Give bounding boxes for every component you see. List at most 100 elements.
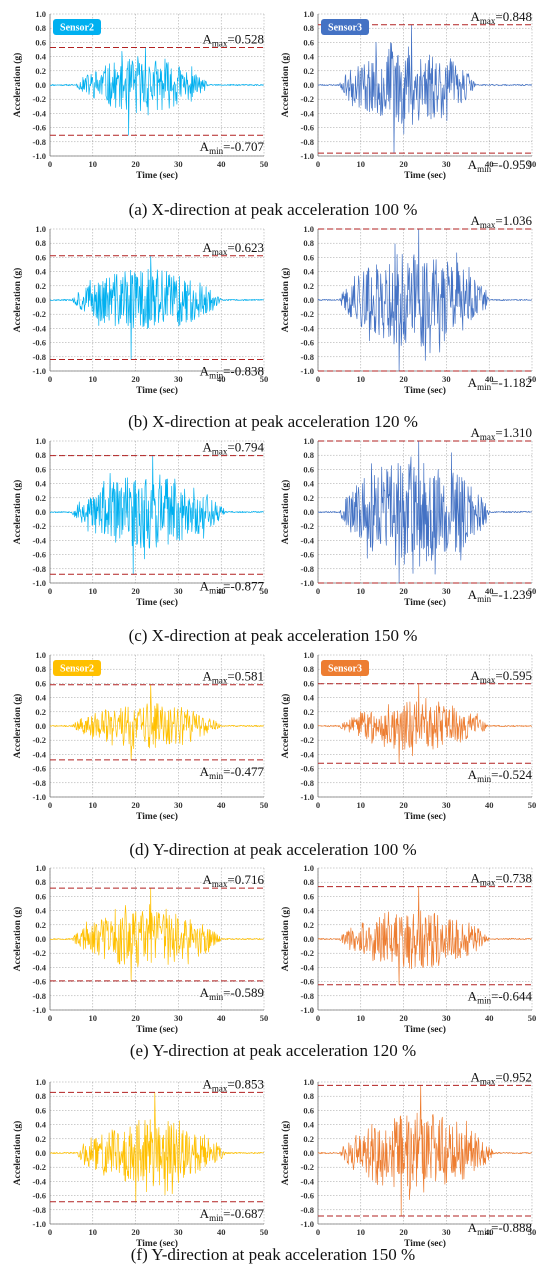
amin-value: =-0.888 bbox=[491, 1220, 532, 1235]
amax-value: =0.581 bbox=[227, 669, 264, 684]
x-tick-label: 0 bbox=[316, 586, 320, 596]
x-tick-label: 30 bbox=[442, 586, 451, 596]
amax-annotation: Amax=0.595 bbox=[471, 668, 532, 685]
y-axis-label: Acceleration (g) bbox=[12, 268, 23, 333]
x-tick-label: 10 bbox=[357, 1227, 366, 1237]
x-tick-label: 10 bbox=[89, 159, 98, 169]
y-tick-label: 0.8 bbox=[303, 23, 314, 33]
x-tick-label: 40 bbox=[485, 374, 494, 384]
y-tick-label: 0.6 bbox=[35, 891, 46, 901]
y-tick-label: 0.8 bbox=[303, 238, 314, 248]
y-tick-label: -0.6 bbox=[33, 550, 46, 560]
y-axis-label: Acceleration (g) bbox=[12, 1121, 23, 1186]
figure-caption-c: (c) X-direction at peak acceleration 150… bbox=[129, 626, 418, 645]
y-tick-label: -0.4 bbox=[301, 323, 315, 333]
y-tick-label: -0.8 bbox=[301, 778, 314, 788]
y-tick-label: 0.2 bbox=[303, 1134, 314, 1144]
x-tick-label: 40 bbox=[485, 586, 494, 596]
x-tick-label: 0 bbox=[316, 1013, 320, 1023]
y-axis-label: Acceleration (g) bbox=[280, 907, 291, 972]
acceleration-series-line bbox=[317, 886, 532, 986]
x-tick-label: 20 bbox=[131, 374, 140, 384]
x-tick-label: 10 bbox=[89, 1013, 98, 1023]
x-tick-label: 40 bbox=[217, 1227, 226, 1237]
y-tick-label: -0.6 bbox=[301, 977, 314, 987]
x-tick-label: 30 bbox=[442, 1013, 451, 1023]
y-tick-label: -0.4 bbox=[33, 749, 47, 759]
amin-annotation: Amin=-1.239 bbox=[468, 587, 532, 604]
y-tick-label: -0.2 bbox=[33, 94, 46, 104]
x-tick-label: 0 bbox=[48, 586, 52, 596]
amin-value: =-0.524 bbox=[491, 767, 532, 782]
y-tick-label: 0.2 bbox=[35, 66, 46, 76]
x-tick-label: 40 bbox=[217, 586, 226, 596]
y-tick-label: -0.2 bbox=[301, 521, 314, 531]
x-tick-label: 50 bbox=[260, 1013, 269, 1023]
amax-annotation: Amax=0.853 bbox=[203, 1076, 264, 1093]
sensor-badge bbox=[53, 660, 101, 676]
y-tick-label: -0.6 bbox=[33, 1191, 46, 1201]
amin-value: =-0.687 bbox=[223, 1206, 264, 1221]
sensor-badge-label: Sensor3 bbox=[328, 23, 362, 34]
y-tick-label: 0.6 bbox=[303, 252, 314, 262]
acceleration-series-line bbox=[317, 24, 532, 154]
y-tick-label: 1.0 bbox=[303, 9, 314, 19]
amax-value: =1.036 bbox=[495, 213, 532, 228]
amin-value: =-0.838 bbox=[223, 363, 264, 378]
acceleration-series-line bbox=[49, 47, 264, 136]
amin-annotation: Amin=-0.477 bbox=[200, 764, 265, 781]
chart-c-right: 1.0 0.8 0.6 0.4 0.2 0.0 -0.2 -0.4 -0.6 -0.8 -1.00 1… bbox=[280, 425, 536, 608]
y-tick-label: 0.4 bbox=[303, 693, 314, 703]
y-axis-label: Acceleration (g) bbox=[280, 694, 291, 759]
amax-value: =0.794 bbox=[227, 440, 264, 455]
y-axis-label: Acceleration (g) bbox=[12, 907, 23, 972]
y-tick-label: -0.8 bbox=[301, 564, 314, 574]
y-tick-label: 0.8 bbox=[303, 877, 314, 887]
y-tick-label: -0.8 bbox=[33, 991, 46, 1001]
y-tick-label: -0.2 bbox=[301, 94, 314, 104]
y-tick-label: -0.6 bbox=[33, 338, 46, 348]
x-tick-label: 20 bbox=[131, 1227, 140, 1237]
y-tick-label: -0.8 bbox=[301, 137, 314, 147]
y-tick-label: -0.8 bbox=[33, 137, 46, 147]
y-tick-label: -0.2 bbox=[301, 1162, 314, 1172]
y-tick-label: 1.0 bbox=[35, 436, 46, 446]
y-tick-label: -0.4 bbox=[33, 108, 47, 118]
y-tick-label: -0.6 bbox=[301, 764, 314, 774]
y-tick-label: 0.4 bbox=[35, 267, 46, 277]
y-tick-label: 0.4 bbox=[35, 693, 46, 703]
y-tick-label: 0.2 bbox=[35, 707, 46, 717]
x-tick-label: 40 bbox=[217, 1013, 226, 1023]
y-tick-label: 0.6 bbox=[303, 678, 314, 688]
y-tick-label: 0.2 bbox=[35, 1134, 46, 1144]
chart-f-right: 1.0 0.8 0.6 0.4 0.2 0.0 -0.2 -0.4 -0.6 -0.8 -1.00 1… bbox=[280, 1069, 536, 1249]
x-tick-label: 40 bbox=[217, 159, 226, 169]
y-tick-label: -0.2 bbox=[301, 735, 314, 745]
y-tick-label: 1.0 bbox=[303, 863, 314, 873]
x-tick-label: 0 bbox=[48, 800, 52, 810]
figure-caption-f: (f) Y-direction at peak acceleration 150… bbox=[131, 1245, 415, 1264]
y-tick-label: 1.0 bbox=[303, 650, 314, 660]
acceleration-series-line bbox=[49, 887, 264, 982]
y-tick-label: 0.0 bbox=[35, 80, 46, 90]
y-tick-label: 0.2 bbox=[303, 707, 314, 717]
amin-annotation: Amin=-1.182 bbox=[468, 375, 532, 392]
y-tick-label: -1.0 bbox=[33, 151, 46, 161]
x-tick-label: 10 bbox=[357, 159, 366, 169]
y-tick-label: 0.8 bbox=[35, 23, 46, 33]
y-tick-label: -0.8 bbox=[301, 991, 314, 1001]
y-tick-label: -0.4 bbox=[301, 962, 315, 972]
amax-value: =0.595 bbox=[495, 668, 532, 683]
x-axis-label: Time (sec) bbox=[404, 597, 446, 608]
amax-annotation: Amax=1.310 bbox=[471, 425, 532, 442]
amin-value: =-1.182 bbox=[491, 375, 532, 390]
y-tick-label: -1.0 bbox=[301, 578, 314, 588]
y-axis-label: Acceleration (g) bbox=[280, 1121, 291, 1186]
y-tick-label: -0.4 bbox=[33, 962, 47, 972]
x-axis-label: Time (sec) bbox=[136, 1024, 178, 1035]
x-tick-label: 10 bbox=[357, 374, 366, 384]
y-tick-label: 0.0 bbox=[35, 934, 46, 944]
y-tick-label: -0.4 bbox=[301, 749, 315, 759]
x-tick-label: 0 bbox=[48, 1227, 52, 1237]
